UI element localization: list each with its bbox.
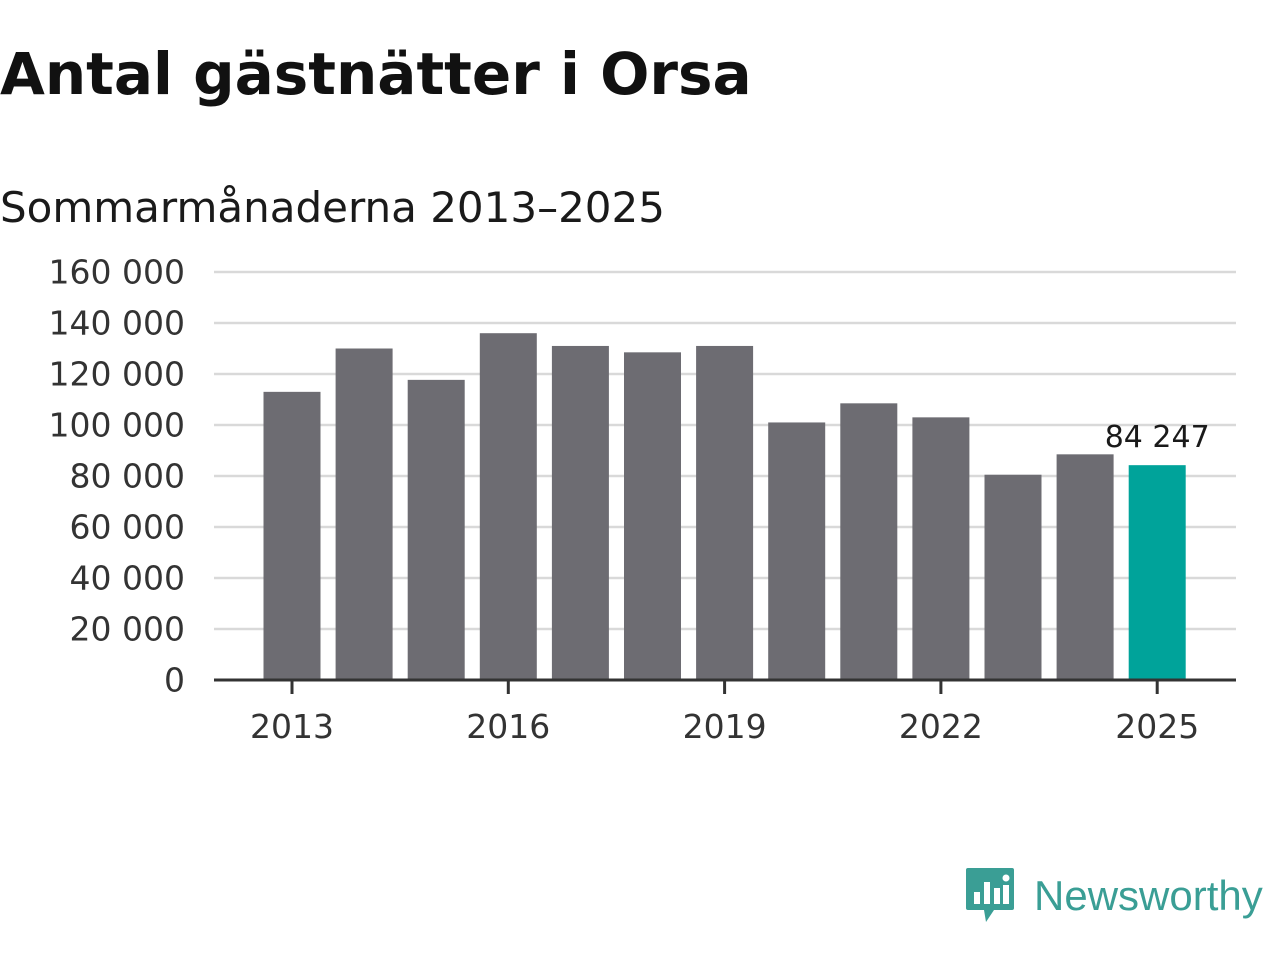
y-tick-label: 40 000 [70, 559, 185, 598]
bar-2021 [840, 403, 898, 680]
bar-2016 [479, 333, 537, 680]
x-tick-label: 2016 [466, 707, 550, 746]
x-tick-label: 2013 [250, 707, 334, 746]
y-tick-label: 140 000 [49, 304, 185, 343]
x-tick-label: 2022 [899, 707, 983, 746]
chart-subtitle: Sommarmånaderna 2013–2025 [0, 183, 665, 232]
y-tick-label: 100 000 [49, 406, 185, 445]
x-axis-ticks: 2013 2016 2019 2022 2025 [250, 680, 1199, 746]
y-tick-label: 80 000 [70, 457, 185, 496]
y-tick-label: 120 000 [49, 355, 185, 394]
newsworthy-logo-icon [966, 868, 1014, 922]
x-tick-label: 2019 [683, 707, 767, 746]
bar-2014 [335, 348, 393, 680]
data-labels: 84 247 [1105, 420, 1210, 455]
bar-2015 [407, 379, 465, 680]
bar-2023 [984, 474, 1042, 680]
y-tick-label: 160 000 [49, 253, 185, 292]
bars [263, 333, 1186, 680]
bar-2018 [624, 352, 681, 680]
bar-2020 [768, 422, 826, 680]
bar-2019 [696, 345, 754, 680]
y-axis-ticks: 0 20 000 40 000 60 000 80 000 100 000 120 000 1… [49, 253, 185, 700]
bar-2024 [1056, 454, 1114, 680]
y-tick-label: 60 000 [70, 508, 185, 547]
bar-2022 [912, 417, 970, 680]
chart-title: Antal gästnätter i Orsa [0, 40, 752, 108]
bar-2013 [263, 391, 321, 680]
bar-2025 [1128, 465, 1186, 680]
data-label-2025: 84 247 [1105, 420, 1210, 455]
y-tick-label: 20 000 [70, 610, 185, 649]
brand-name: Newsworthy [1034, 872, 1263, 919]
brand: Newsworthy [964, 866, 1263, 926]
y-tick-label: 0 [164, 661, 185, 700]
bar-chart: 0 20 000 40 000 60 000 80 000 100 000 120 000 1… [49, 253, 1236, 746]
x-tick-label: 2025 [1115, 707, 1199, 746]
bar-2017 [551, 345, 609, 680]
